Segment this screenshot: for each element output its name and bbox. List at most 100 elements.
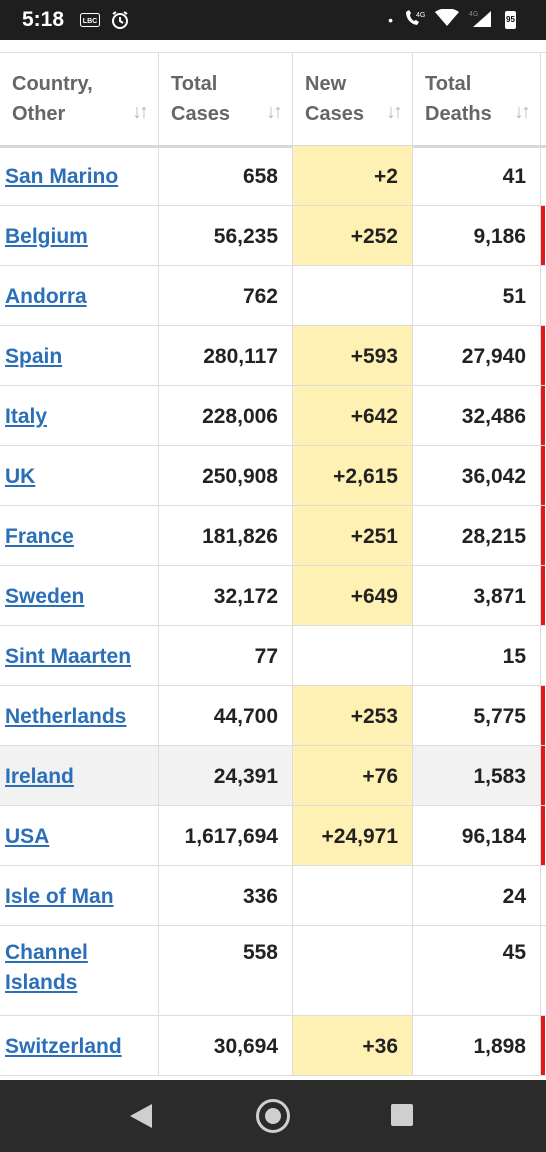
new-cases-cell: +642 xyxy=(293,386,413,445)
country-link[interactable]: San Marino xyxy=(5,165,119,188)
country-link[interactable]: Andorra xyxy=(5,285,87,308)
new-cases-value: +76 xyxy=(362,765,398,788)
country-link[interactable]: Ireland xyxy=(5,765,74,788)
new-cases-cell: +252 xyxy=(293,206,413,265)
country-link[interactable]: Spain xyxy=(5,345,63,368)
table-row: Italy 228,006 +642 32,486 xyxy=(0,386,546,446)
table-row: USA 1,617,694 +24,971 96,184 xyxy=(0,806,546,866)
country-cell: France xyxy=(0,506,159,565)
total-cases-cell: 30,694 xyxy=(159,1016,293,1075)
total-deaths-value: 15 xyxy=(502,645,526,668)
table-row: Netherlands 44,700 +253 5,775 xyxy=(0,686,546,746)
country-cell: San Marino xyxy=(0,146,159,205)
back-icon[interactable] xyxy=(130,1104,152,1128)
new-cases-cell xyxy=(293,626,413,685)
table-row: Andorra 762 51 xyxy=(0,266,546,326)
table-row: Isle of Man 336 24 xyxy=(0,866,546,926)
table-row: San Marino 658 +2 41 xyxy=(0,146,546,206)
svg-text:LBC: LBC xyxy=(83,18,97,25)
total-cases-cell: 32,172 xyxy=(159,566,293,625)
total-deaths-cell: 96,184 xyxy=(413,806,541,865)
country-link[interactable]: Sint Maarten xyxy=(5,645,132,668)
total-deaths-value: 5,775 xyxy=(473,705,526,728)
header-country-line2: Other xyxy=(12,103,66,125)
header-new-cases-line1: New xyxy=(305,73,347,95)
total-cases-value: 24,391 xyxy=(213,765,278,788)
total-cases-cell: 250,908 xyxy=(159,446,293,505)
total-deaths-cell: 32,486 xyxy=(413,386,541,445)
total-cases-cell: 558 xyxy=(159,926,293,1015)
header-total-cases-line1: Total xyxy=(171,73,218,95)
header-total-cases-line2: Cases xyxy=(171,103,230,125)
new-cases-value: +24,971 xyxy=(321,825,399,848)
total-deaths-value: 28,215 xyxy=(461,525,526,548)
total-deaths-value: 32,486 xyxy=(461,405,526,428)
country-link[interactable]: UK xyxy=(5,465,36,488)
new-cases-cell xyxy=(293,866,413,925)
new-cases-value: +649 xyxy=(350,585,398,608)
battery-icon: 95 xyxy=(505,10,516,29)
total-cases-cell: 56,235 xyxy=(159,206,293,265)
header-country-line1: Country, xyxy=(12,73,93,95)
table-row: France 181,826 +251 28,215 xyxy=(0,506,546,566)
deaths-indicator xyxy=(541,386,545,445)
total-deaths-value: 9,186 xyxy=(473,225,526,248)
total-cases-cell: 24,391 xyxy=(159,746,293,805)
new-cases-cell: +36 xyxy=(293,1016,413,1075)
country-cell: Ireland xyxy=(0,746,159,805)
total-deaths-value: 36,042 xyxy=(461,465,526,488)
deaths-indicator xyxy=(541,866,545,925)
country-link[interactable]: France xyxy=(5,525,74,548)
deaths-indicator xyxy=(541,266,545,325)
new-cases-value: +642 xyxy=(350,405,398,428)
table-row: Switzerland 30,694 +36 1,898 xyxy=(0,1016,546,1076)
total-deaths-cell: 41 xyxy=(413,146,541,205)
table-row: UK 250,908 +2,615 36,042 xyxy=(0,446,546,506)
new-cases-cell: +2,615 xyxy=(293,446,413,505)
sort-icon[interactable]: ↓↑ xyxy=(514,101,531,123)
total-cases-cell: 1,617,694 xyxy=(159,806,293,865)
new-cases-cell xyxy=(293,266,413,325)
country-link[interactable]: Sweden xyxy=(5,585,85,608)
sort-icon[interactable]: ↓↑ xyxy=(132,101,149,123)
total-cases-value: 658 xyxy=(242,165,278,188)
country-link[interactable]: Isle of Man xyxy=(5,885,114,908)
total-cases-cell: 181,826 xyxy=(159,506,293,565)
total-cases-value: 1,617,694 xyxy=(184,825,278,848)
total-deaths-value: 27,940 xyxy=(461,345,526,368)
country-cell: Isle of Man xyxy=(0,866,159,925)
country-link[interactable]: Netherlands xyxy=(5,705,127,728)
total-cases-value: 181,826 xyxy=(202,525,278,548)
new-cases-cell: +649 xyxy=(293,566,413,625)
total-deaths-cell: 36,042 xyxy=(413,446,541,505)
country-link[interactable]: USA xyxy=(5,825,50,848)
header-total-cases[interactable]: Total Cases ↓↑ xyxy=(159,53,293,145)
recents-icon[interactable] xyxy=(391,1104,413,1126)
new-cases-value: +2 xyxy=(374,165,398,188)
country-link[interactable]: Italy xyxy=(5,405,48,428)
alarm-icon xyxy=(110,10,130,33)
country-link[interactable]: Belgium xyxy=(5,225,88,248)
deaths-indicator xyxy=(541,1016,545,1075)
total-cases-cell: 280,117 xyxy=(159,326,293,385)
country-link[interactable]: Switzerland xyxy=(5,1035,122,1058)
total-deaths-value: 41 xyxy=(502,165,526,188)
total-deaths-cell: 24 xyxy=(413,866,541,925)
table-header: Country, Other ↓↑ Total Cases ↓↑ New Cas… xyxy=(0,52,546,148)
header-country[interactable]: Country, Other ↓↑ xyxy=(0,53,159,145)
table-row: Spain 280,117 +593 27,940 xyxy=(0,326,546,386)
sort-icon[interactable]: ↓↑ xyxy=(266,101,283,123)
country-link[interactable]: Channel Islands xyxy=(5,941,88,994)
total-cases-value: 32,172 xyxy=(213,585,278,608)
sort-icon[interactable]: ↓↑ xyxy=(386,101,403,123)
header-new-cases[interactable]: New Cases ↓↑ xyxy=(293,53,413,145)
header-total-deaths[interactable]: Total Deaths ↓↑ xyxy=(413,53,541,145)
total-deaths-cell: 3,871 xyxy=(413,566,541,625)
total-deaths-value: 3,871 xyxy=(473,585,526,608)
total-deaths-value: 24 xyxy=(502,885,526,908)
country-cell: Spain xyxy=(0,326,159,385)
new-cases-value: +253 xyxy=(350,705,398,728)
home-icon[interactable] xyxy=(256,1099,290,1133)
deaths-indicator xyxy=(541,326,545,385)
table-row: Channel Islands 558 45 xyxy=(0,926,546,1016)
